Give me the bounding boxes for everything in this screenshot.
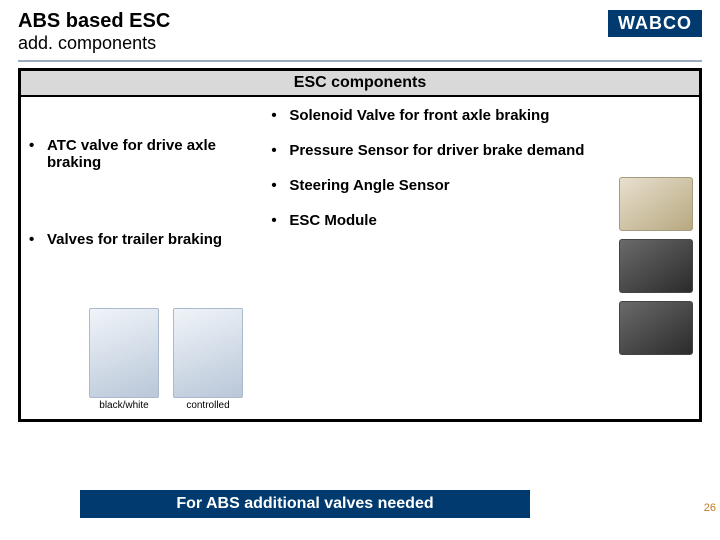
item-label: Solenoid Valve for front axle braking bbox=[289, 107, 549, 124]
item-label: Valves for trailer braking bbox=[47, 231, 222, 248]
item-label: ATC valve for drive axle braking bbox=[47, 137, 261, 171]
slide-title: ABS based ESC bbox=[18, 10, 170, 33]
bullet-icon: • bbox=[271, 107, 289, 124]
content-frame: ESC components • ATC valve for drive axl… bbox=[18, 68, 702, 422]
footer-callout: For ABS additional valves needed bbox=[80, 490, 530, 518]
bullet-icon: • bbox=[271, 212, 289, 229]
title-block: ABS based ESC add. components bbox=[18, 10, 170, 54]
bullet-icon: • bbox=[29, 231, 47, 248]
section-body: • ATC valve for drive axle braking • Val… bbox=[21, 97, 699, 419]
page-number: 26 bbox=[704, 502, 716, 514]
list-item: • Pressure Sensor for driver brake deman… bbox=[271, 142, 691, 159]
image-block: controlled bbox=[173, 308, 243, 411]
module-image-icon bbox=[619, 301, 693, 355]
image-block: black/white bbox=[89, 308, 159, 411]
image-row: black/white controlled bbox=[89, 308, 261, 411]
list-item: • Valves for trailer braking bbox=[29, 231, 261, 248]
sensor-image-icon bbox=[619, 177, 693, 231]
item-label: Pressure Sensor for driver brake demand bbox=[289, 142, 584, 159]
bullet-icon: • bbox=[271, 177, 289, 194]
left-column: • ATC valve for drive axle braking • Val… bbox=[29, 107, 267, 411]
bullet-icon: • bbox=[271, 142, 289, 159]
slide-header: ABS based ESC add. components WABCO bbox=[0, 0, 720, 56]
angle-sensor-image-icon bbox=[619, 239, 693, 293]
header-divider bbox=[18, 60, 702, 62]
right-column: • Solenoid Valve for front axle braking … bbox=[267, 107, 691, 411]
bullet-icon: • bbox=[29, 137, 47, 171]
item-label: Steering Angle Sensor bbox=[289, 177, 449, 194]
list-item: • ATC valve for drive axle braking bbox=[29, 137, 261, 171]
valve-image-icon bbox=[89, 308, 159, 398]
list-item: • Solenoid Valve for front axle braking bbox=[271, 107, 691, 124]
section-title: ESC components bbox=[21, 71, 699, 97]
image-caption: black/white bbox=[99, 400, 148, 411]
valve-image-icon bbox=[173, 308, 243, 398]
item-label: ESC Module bbox=[289, 212, 377, 229]
image-caption: controlled bbox=[186, 400, 229, 411]
slide-subtitle: add. components bbox=[18, 33, 170, 54]
brand-logo: WABCO bbox=[608, 10, 702, 37]
component-image-column bbox=[619, 177, 693, 355]
